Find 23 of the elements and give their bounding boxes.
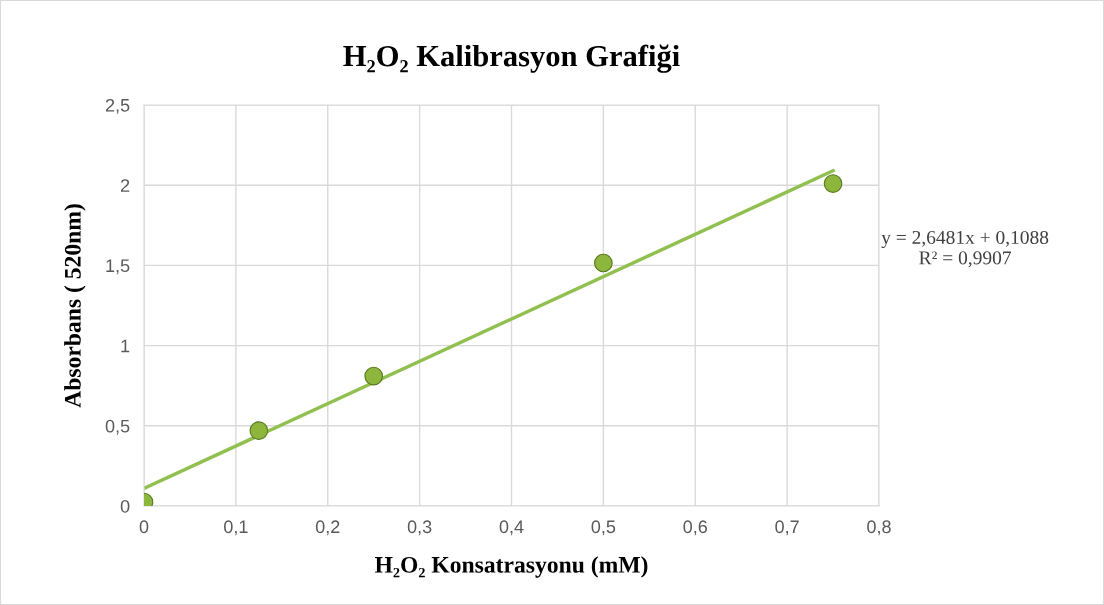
x-tick-label: 0,6 (683, 520, 708, 536)
x-tick-label: 0,5 (591, 520, 616, 536)
y-tick-label: 2,5 (105, 98, 130, 114)
point (594, 253, 613, 273)
x-tick-label: 0,8 (867, 520, 891, 536)
y-tick-label: 1,5 (106, 259, 130, 275)
text: y = 2,6481x + 0,1088 R² = 0,9907 (881, 230, 1049, 268)
point (823, 174, 843, 193)
y-tick-label: 2 (120, 179, 130, 192)
x-tick-label: 0,4 (499, 520, 524, 536)
x-tick-label: 0,7 (775, 520, 799, 536)
chart-title: H₂O₂ Kalibrasyon Grafiği (343, 44, 680, 73)
x-tick-label: 0,2 (315, 520, 340, 536)
y-tick-label: 0 (120, 499, 130, 513)
x-tick-label: 0,1 (224, 520, 248, 536)
point (249, 421, 269, 440)
point (364, 366, 384, 386)
x-tick-label: 0,3 (407, 520, 432, 536)
y-tick-label: 1 (121, 339, 130, 353)
y-tick-label: 0,5 (105, 419, 130, 435)
y-axis-title: Absorbans ( 520nm) (64, 204, 86, 408)
x-tick-label: 0 (139, 520, 149, 534)
x-axis-title: H₂O₂ Konsatrasyonu (mM) (374, 556, 648, 578)
